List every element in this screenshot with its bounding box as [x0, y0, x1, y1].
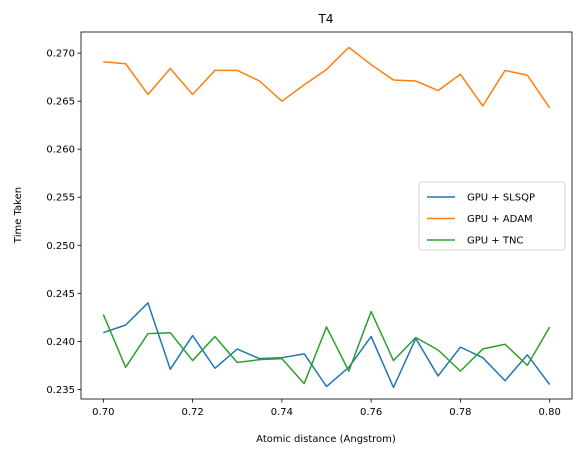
legend-label: GPU + SLSQP	[467, 193, 535, 204]
legend: GPU + SLSQP GPU + ADAM GPU + TNC	[418, 181, 566, 251]
x-tick-label: 0.72	[181, 407, 203, 418]
y-axis-ticks: 0.235 0.240 0.245 0.250 0.255 0.260 0.265 0.270	[46, 49, 81, 396]
x-axis-ticks: 0.70 0.72 0.74 0.76 0.78 0.80	[92, 399, 561, 418]
x-axis-label: Atomic distance (Angstrom)	[256, 434, 396, 445]
x-tick-label: 0.76	[360, 407, 382, 418]
plot-frame	[80, 31, 573, 400]
y-tick-label: 0.235	[46, 385, 75, 396]
y-tick-label: 0.270	[46, 49, 75, 60]
y-tick-label: 0.240	[46, 337, 75, 348]
legend-box	[418, 181, 566, 251]
chart-title: T4	[318, 12, 334, 26]
x-tick-label: 0.74	[271, 407, 293, 418]
plot-lines	[102, 46, 551, 389]
y-tick-label: 0.250	[46, 241, 75, 252]
y-tick-label: 0.265	[46, 97, 75, 108]
legend-label: GPU + ADAM	[467, 214, 533, 225]
x-tick-label: 0.78	[449, 407, 471, 418]
y-tick-label: 0.255	[46, 193, 75, 204]
y-axis-label: Time Taken	[13, 187, 24, 244]
x-tick-label: 0.80	[539, 407, 561, 418]
x-tick-label: 0.70	[92, 407, 114, 418]
y-tick-label: 0.260	[46, 145, 75, 156]
y-tick-label: 0.245	[46, 289, 75, 300]
legend-label: GPU + TNC	[467, 236, 523, 247]
